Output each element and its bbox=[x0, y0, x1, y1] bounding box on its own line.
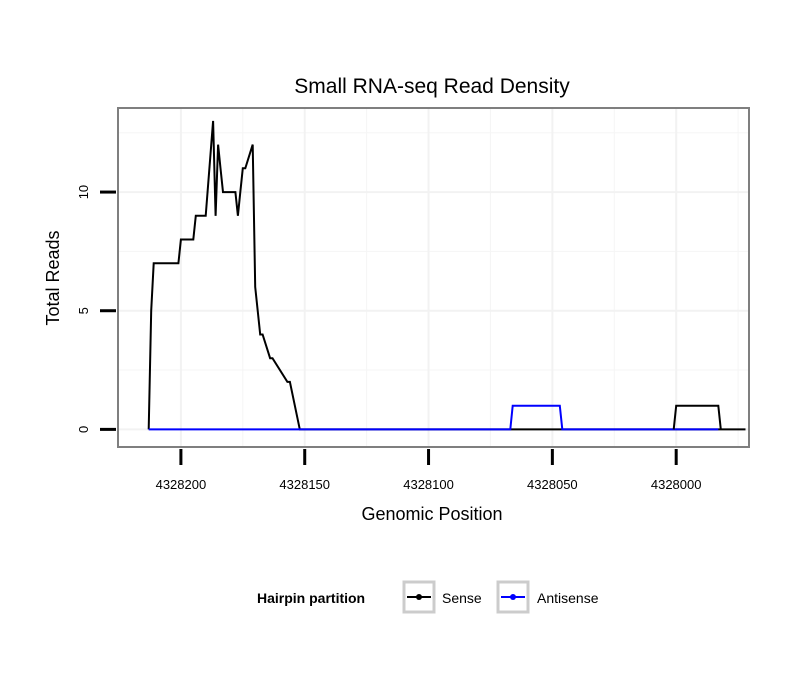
series-line-antisense bbox=[148, 404, 719, 431]
x-axis: 4328200 4328150 4328100 4328050 4328000 bbox=[156, 449, 702, 492]
legend-item-antisense: Antisense bbox=[496, 580, 599, 614]
legend-item-sense: Sense bbox=[402, 580, 482, 614]
legend-dot-antisense bbox=[510, 594, 516, 600]
x-tick-label: 4328000 bbox=[651, 477, 702, 492]
x-axis-title: Genomic Position bbox=[361, 504, 502, 524]
series-group bbox=[147, 120, 746, 431]
y-axis: 0 5 10 bbox=[76, 185, 116, 433]
legend-dot-sense bbox=[416, 594, 422, 600]
series-line-sense bbox=[147, 120, 746, 431]
chart-title: Small RNA-seq Read Density bbox=[294, 75, 570, 98]
legend-label-sense: Sense bbox=[442, 590, 482, 606]
x-tick-label: 4328150 bbox=[279, 477, 330, 492]
y-axis-title: Total Reads bbox=[43, 230, 63, 325]
plot-panel-border bbox=[117, 107, 750, 448]
series-line-sense bbox=[672, 404, 722, 430]
legend-title: Hairpin partition bbox=[257, 590, 365, 606]
y-tick-label: 5 bbox=[76, 307, 91, 314]
legend: Hairpin partition Sense Antisense bbox=[257, 580, 599, 614]
legend-label-antisense: Antisense bbox=[537, 590, 599, 606]
x-tick-label: 4328100 bbox=[403, 477, 454, 492]
x-tick-label: 4328200 bbox=[156, 477, 207, 492]
x-tick-label: 4328050 bbox=[527, 477, 578, 492]
y-tick-label: 10 bbox=[76, 185, 91, 199]
y-tick-label: 0 bbox=[76, 426, 91, 433]
